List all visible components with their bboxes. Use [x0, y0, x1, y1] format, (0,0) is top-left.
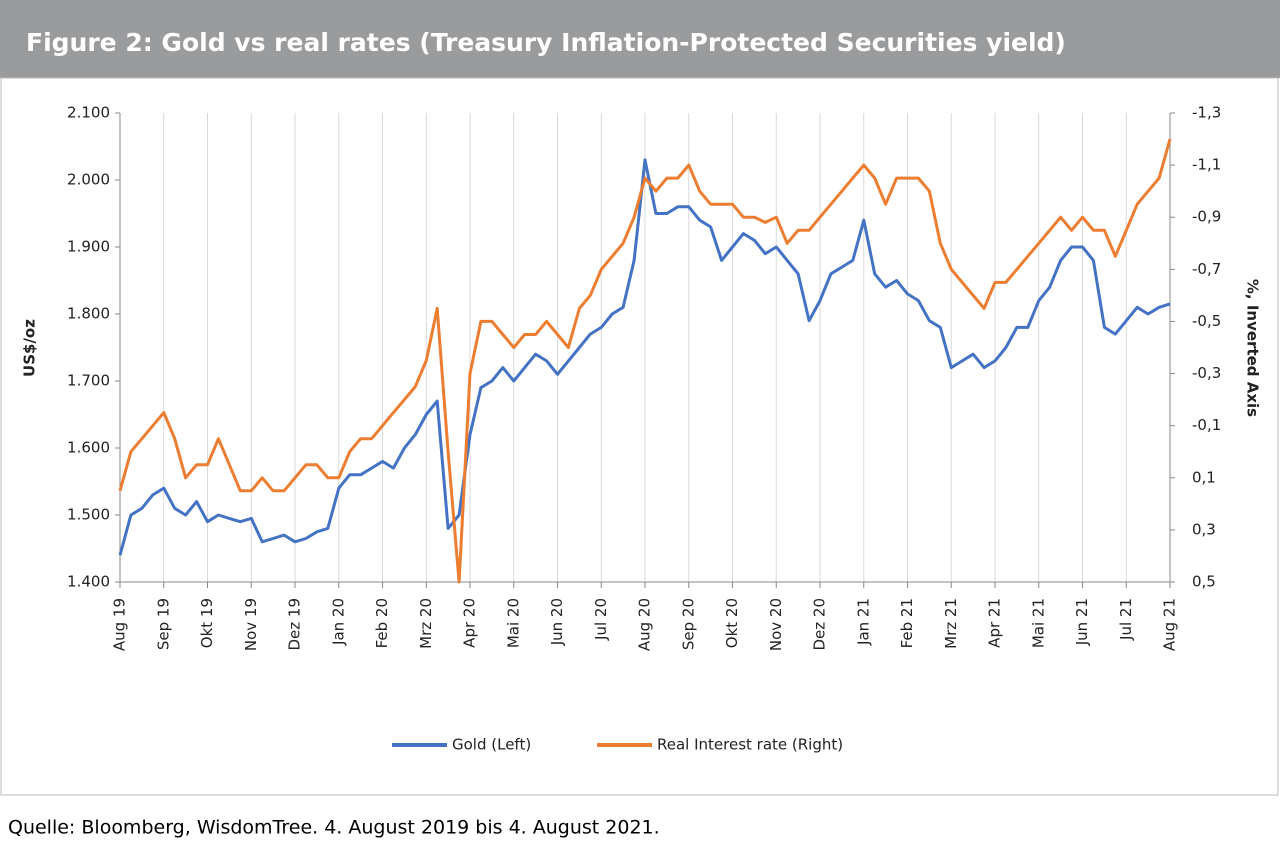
x-tick-label: Nov 19	[242, 598, 260, 651]
y2-tick-label: -0,1	[1192, 416, 1221, 434]
series-line	[118, 158, 1171, 556]
y2-tick-label: -0,3	[1192, 364, 1221, 382]
chart-title: Figure 2: Gold vs real rates (Treasury I…	[26, 28, 1066, 57]
y-tick-label: 2.000	[67, 171, 110, 189]
y-tick-label: 1.500	[67, 506, 110, 524]
y-tick-label: 1.700	[67, 372, 110, 390]
x-tick-label: Aug 19	[111, 598, 129, 651]
y-tick-label: 1.800	[67, 305, 110, 323]
x-tick-label: Aug 20	[636, 598, 654, 651]
x-tick-label: Okt 19	[198, 598, 216, 648]
x-tick-label: Apr 21	[986, 598, 1004, 648]
y2-tick-label: 0,3	[1192, 520, 1216, 538]
x-tick-label: Jan 21	[854, 598, 872, 646]
x-tick-label: Feb 21	[898, 598, 916, 648]
y2-tick-label: 0,5	[1192, 573, 1216, 591]
x-tick-label: Jul 20	[592, 598, 610, 641]
x-tick-label: Nov 20	[767, 598, 785, 651]
y-tick-label: 1.400	[67, 573, 110, 591]
x-tick-label: Jul 21	[1117, 598, 1135, 641]
y2-tick-label: -1,1	[1192, 156, 1221, 174]
legend-label: Gold (Left)	[452, 736, 531, 754]
x-tick-label: Sep 19	[154, 598, 172, 650]
y2-axis-label: %, Inverted Axis	[1244, 279, 1262, 417]
x-tick-label: Jan 20	[329, 598, 347, 646]
y-tick-label: 2.100	[67, 104, 110, 122]
y-tick-label: 1.600	[67, 439, 110, 457]
x-tick-label: Jun 21	[1073, 598, 1091, 646]
legend-label: Real Interest rate (Right)	[657, 736, 843, 754]
x-tick-label: Aug 21	[1161, 598, 1179, 651]
header-band	[0, 0, 1280, 78]
y-tick-label: 1.900	[67, 238, 110, 256]
x-tick-label: Mrz 21	[942, 598, 960, 649]
x-tick-label: Mrz 20	[417, 598, 435, 649]
x-tick-label: Feb 20	[373, 598, 391, 648]
chart-frame	[0, 77, 1279, 796]
x-tick-label: Apr 20	[461, 598, 479, 648]
x-tick-label: Jun 20	[548, 598, 566, 646]
y2-tick-label: -1,3	[1192, 104, 1221, 122]
x-tick-label: Sep 20	[679, 598, 697, 650]
source-note: Quelle: Bloomberg, WisdomTree. 4. August…	[8, 817, 660, 839]
x-tick-label: Mai 21	[1029, 598, 1047, 648]
x-tick-label: Mai 20	[504, 598, 522, 648]
y2-tick-label: -0,9	[1192, 208, 1221, 226]
y2-tick-label: 0,1	[1192, 468, 1216, 486]
y2-tick-label: -0,7	[1192, 260, 1221, 278]
x-tick-label: Dez 19	[286, 598, 304, 651]
series-line	[118, 138, 1172, 584]
y-axis-label: US$/oz	[21, 319, 39, 377]
x-tick-label: Dez 20	[811, 598, 829, 651]
x-tick-label: Okt 20	[723, 598, 741, 648]
y2-tick-label: -0,5	[1192, 312, 1221, 330]
